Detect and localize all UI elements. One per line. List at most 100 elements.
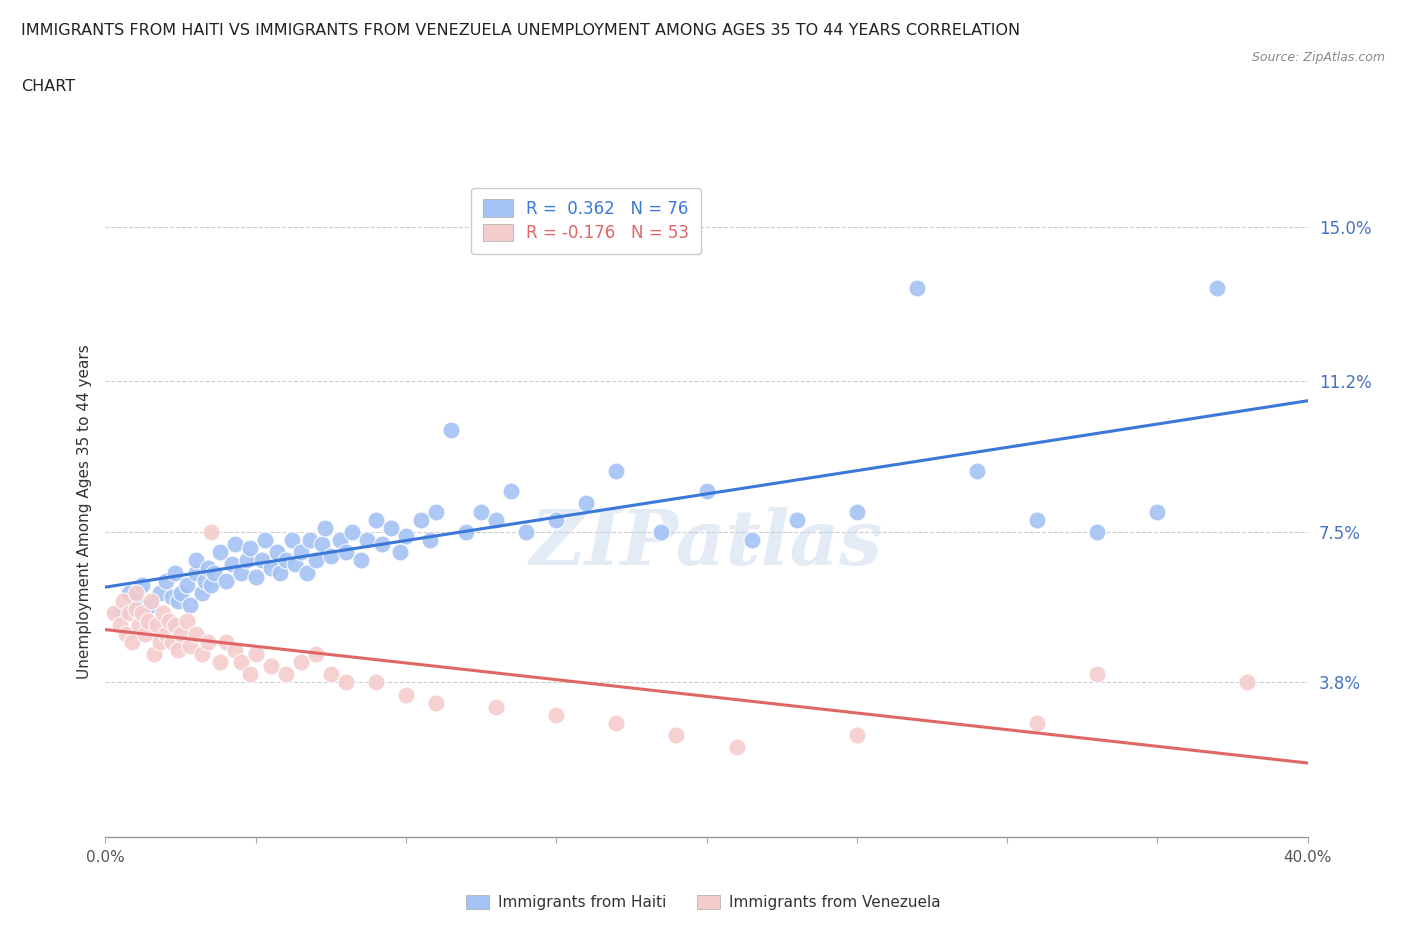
Point <box>329 533 352 548</box>
Point <box>163 565 186 580</box>
Point <box>221 557 243 572</box>
Point <box>110 605 132 620</box>
Point <box>364 675 387 690</box>
Point <box>200 525 222 539</box>
Point <box>169 626 191 641</box>
Point <box>425 504 447 519</box>
Point <box>245 569 267 584</box>
Point <box>501 484 523 498</box>
Point <box>131 578 153 592</box>
Point <box>179 598 201 613</box>
Point <box>160 634 183 649</box>
Point <box>419 533 441 548</box>
Point <box>110 618 132 633</box>
Point <box>298 533 321 548</box>
Point <box>845 728 868 743</box>
Point <box>305 552 328 567</box>
Point <box>1236 675 1258 690</box>
Point <box>250 552 273 567</box>
Point <box>121 634 143 649</box>
Point <box>194 573 217 588</box>
Point <box>145 618 167 633</box>
Point <box>124 602 146 617</box>
Point <box>208 655 231 670</box>
Point <box>364 512 387 527</box>
Point <box>160 590 183 604</box>
Point <box>179 638 201 653</box>
Point <box>245 646 267 661</box>
Point <box>197 561 219 576</box>
Point <box>1146 504 1168 519</box>
Point <box>214 634 236 649</box>
Point <box>184 552 207 567</box>
Point <box>395 528 418 543</box>
Point <box>274 667 297 682</box>
Point <box>696 484 718 498</box>
Point <box>314 521 336 536</box>
Point <box>335 545 357 560</box>
Point <box>575 496 598 511</box>
Text: ZIPatlas: ZIPatlas <box>530 507 883 581</box>
Point <box>169 586 191 601</box>
Point <box>155 573 177 588</box>
Point <box>155 626 177 641</box>
Point <box>665 728 688 743</box>
Point <box>139 598 162 613</box>
Point <box>229 655 252 670</box>
Point <box>163 618 186 633</box>
Point <box>139 593 162 608</box>
Point <box>284 557 307 572</box>
Point <box>319 667 342 682</box>
Point <box>239 540 262 555</box>
Point <box>470 504 492 519</box>
Point <box>118 586 141 601</box>
Point <box>295 565 318 580</box>
Point <box>260 658 283 673</box>
Point <box>148 634 170 649</box>
Point <box>650 525 672 539</box>
Point <box>131 605 153 620</box>
Point <box>190 646 212 661</box>
Point <box>380 521 402 536</box>
Point <box>605 716 627 731</box>
Legend: R =  0.362   N = 76, R = -0.176   N = 53: R = 0.362 N = 76, R = -0.176 N = 53 <box>471 188 702 254</box>
Point <box>142 646 165 661</box>
Point <box>290 655 312 670</box>
Point <box>725 740 748 755</box>
Point <box>605 463 627 478</box>
Point <box>274 552 297 567</box>
Point <box>485 699 508 714</box>
Point <box>741 533 763 548</box>
Point <box>371 537 394 551</box>
Point <box>152 605 174 620</box>
Point <box>229 565 252 580</box>
Point <box>184 565 207 580</box>
Point <box>202 565 225 580</box>
Point <box>112 593 135 608</box>
Point <box>148 586 170 601</box>
Point <box>128 618 150 633</box>
Point <box>305 646 328 661</box>
Point <box>1085 525 1108 539</box>
Point <box>319 549 342 564</box>
Point <box>253 533 276 548</box>
Point <box>356 533 378 548</box>
Point <box>176 578 198 592</box>
Point <box>485 512 508 527</box>
Point <box>136 614 159 629</box>
Point <box>176 614 198 629</box>
Point <box>1085 667 1108 682</box>
Point <box>184 626 207 641</box>
Point <box>260 561 283 576</box>
Point <box>388 545 411 560</box>
Point <box>546 512 568 527</box>
Point <box>845 504 868 519</box>
Point <box>454 525 477 539</box>
Point <box>335 675 357 690</box>
Point <box>235 552 257 567</box>
Point <box>224 537 246 551</box>
Point <box>166 593 188 608</box>
Point <box>103 605 125 620</box>
Point <box>269 565 291 580</box>
Text: Source: ZipAtlas.com: Source: ZipAtlas.com <box>1251 51 1385 64</box>
